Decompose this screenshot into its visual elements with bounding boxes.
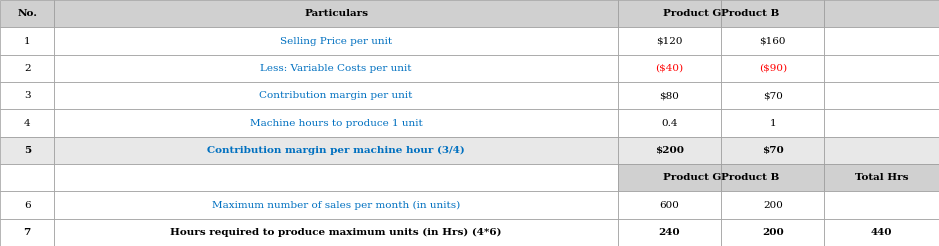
Text: Product G: Product G <box>663 173 721 182</box>
Bar <box>54 55 618 82</box>
Bar <box>0 164 54 191</box>
Bar <box>0 82 54 109</box>
Bar <box>721 164 824 191</box>
Text: 4: 4 <box>23 119 31 127</box>
Text: Less: Variable Costs per unit: Less: Variable Costs per unit <box>260 64 412 73</box>
Text: 200: 200 <box>762 200 783 210</box>
Text: $80: $80 <box>659 91 680 100</box>
Bar <box>824 137 939 164</box>
Text: 5: 5 <box>23 146 31 155</box>
Bar <box>824 109 939 137</box>
Text: 7: 7 <box>23 228 31 237</box>
Text: Particulars: Particulars <box>304 9 368 18</box>
Text: $120: $120 <box>656 36 683 46</box>
Text: 2: 2 <box>23 64 31 73</box>
Text: 3: 3 <box>23 91 31 100</box>
Bar <box>824 219 939 246</box>
Bar <box>0 191 54 219</box>
Bar <box>721 109 824 137</box>
Bar <box>824 27 939 55</box>
Bar <box>54 0 618 27</box>
Bar <box>54 82 618 109</box>
Text: 600: 600 <box>659 200 680 210</box>
Text: $200: $200 <box>655 146 684 155</box>
Bar <box>721 82 824 109</box>
Bar <box>618 109 721 137</box>
Bar <box>824 82 939 109</box>
Bar <box>721 27 824 55</box>
Bar <box>618 219 721 246</box>
Text: Selling Price per unit: Selling Price per unit <box>280 36 393 46</box>
Text: No.: No. <box>17 9 38 18</box>
Text: Maximum number of sales per month (in units): Maximum number of sales per month (in un… <box>212 200 460 210</box>
Bar <box>0 137 54 164</box>
Bar <box>54 27 618 55</box>
Bar <box>0 219 54 246</box>
Bar <box>618 164 721 191</box>
Bar <box>618 27 721 55</box>
Bar <box>824 0 939 27</box>
Bar <box>721 137 824 164</box>
Text: Total Hrs: Total Hrs <box>855 173 908 182</box>
Bar <box>0 0 54 27</box>
Text: 6: 6 <box>23 200 31 210</box>
Text: Product B: Product B <box>721 9 779 18</box>
Bar <box>824 191 939 219</box>
Text: 240: 240 <box>658 228 681 237</box>
Bar <box>721 191 824 219</box>
Bar <box>824 164 939 191</box>
Text: $160: $160 <box>760 36 786 46</box>
Bar <box>54 191 618 219</box>
Text: 0.4: 0.4 <box>661 119 678 127</box>
Text: 1: 1 <box>769 119 777 127</box>
Bar <box>54 219 618 246</box>
Text: $70: $70 <box>762 146 784 155</box>
Text: 200: 200 <box>762 228 784 237</box>
Text: 440: 440 <box>871 228 892 237</box>
Bar <box>618 191 721 219</box>
Bar <box>721 55 824 82</box>
Bar <box>618 82 721 109</box>
Bar <box>618 55 721 82</box>
Bar <box>0 109 54 137</box>
Text: Contribution margin per unit: Contribution margin per unit <box>259 91 413 100</box>
Text: ($40): ($40) <box>655 64 684 73</box>
Text: ($90): ($90) <box>759 64 787 73</box>
Bar <box>54 137 618 164</box>
Text: Machine hours to produce 1 unit: Machine hours to produce 1 unit <box>250 119 423 127</box>
Bar <box>0 27 54 55</box>
Text: Contribution margin per machine hour (3/4): Contribution margin per machine hour (3/… <box>208 146 465 155</box>
Text: Product B: Product B <box>721 173 779 182</box>
Bar <box>721 219 824 246</box>
Text: $70: $70 <box>762 91 783 100</box>
Text: Hours required to produce maximum units (in Hrs) (4*6): Hours required to produce maximum units … <box>170 228 502 237</box>
Bar <box>721 0 824 27</box>
Text: Product G: Product G <box>663 9 721 18</box>
Bar <box>54 109 618 137</box>
Bar <box>54 164 618 191</box>
Text: 1: 1 <box>23 36 31 46</box>
Bar <box>618 0 721 27</box>
Bar <box>0 55 54 82</box>
Bar <box>824 55 939 82</box>
Bar <box>618 137 721 164</box>
